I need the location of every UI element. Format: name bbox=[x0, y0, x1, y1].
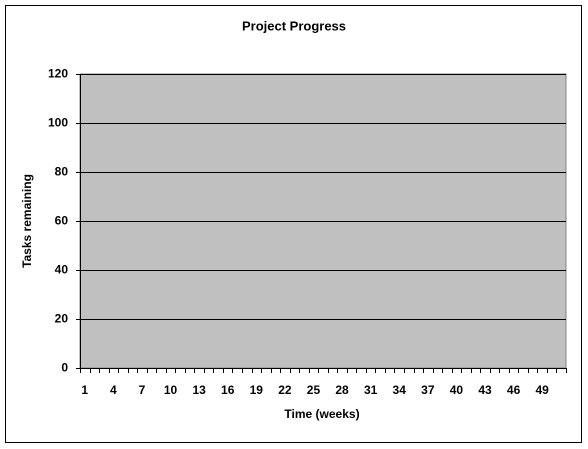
x-axis-title: Time (weeks) bbox=[284, 407, 359, 421]
x-tick-label: 28 bbox=[335, 383, 349, 397]
x-tick-label: 16 bbox=[221, 383, 235, 397]
y-tick-label: 0 bbox=[61, 361, 68, 375]
y-tick-label: 100 bbox=[48, 116, 68, 130]
y-tick-label: 60 bbox=[55, 214, 69, 228]
x-tick-label: 10 bbox=[164, 383, 178, 397]
x-tick-label: 37 bbox=[421, 383, 435, 397]
x-tick-label: 25 bbox=[307, 383, 321, 397]
x-tick-label: 22 bbox=[278, 383, 292, 397]
x-tick-label: 4 bbox=[110, 383, 117, 397]
x-tick-label: 13 bbox=[192, 383, 206, 397]
y-tick-label: 80 bbox=[55, 165, 69, 179]
y-tick-label: 120 bbox=[48, 67, 68, 81]
x-tick-label: 49 bbox=[535, 383, 549, 397]
x-tick-label: 1 bbox=[81, 383, 88, 397]
y-tick-label: 40 bbox=[55, 263, 69, 277]
x-tick-label: 46 bbox=[507, 383, 521, 397]
x-tick-label: 19 bbox=[250, 383, 264, 397]
y-tick-label: 20 bbox=[55, 312, 69, 326]
chart-title: Project Progress bbox=[242, 18, 346, 33]
y-axis-title: Tasks remaining bbox=[20, 174, 34, 268]
x-tick-label: 7 bbox=[139, 383, 146, 397]
x-tick-label: 43 bbox=[478, 383, 492, 397]
x-tick-label: 31 bbox=[364, 383, 378, 397]
x-tick-label: 34 bbox=[393, 383, 407, 397]
x-tick-label: 40 bbox=[450, 383, 464, 397]
